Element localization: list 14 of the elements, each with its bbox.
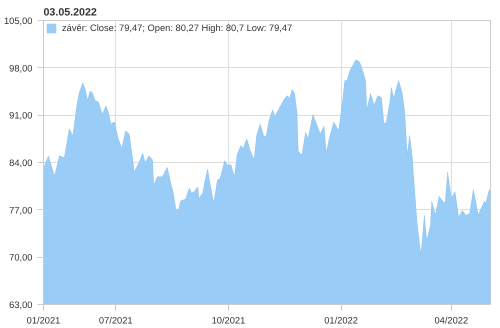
x-tick-label: 04/2022: [434, 316, 468, 326]
y-tick-label: 98,00: [9, 63, 32, 74]
x-tick-label: 01/2022: [324, 316, 358, 326]
y-tick-label: 70,00: [9, 252, 32, 263]
y-tick-label: 105,00: [4, 16, 32, 26]
x-tick-label: 07/2021: [98, 316, 133, 326]
x-tick-label: 10/2021: [212, 316, 246, 326]
chart-title: 03.05.2022: [44, 6, 97, 18]
y-tick-label: 77,00: [9, 205, 32, 216]
y-tick-label: 63,00: [9, 300, 32, 310]
legend-label: závěr: Close: 79,47; Open: 80,27 High: 80,7 Low: 79,47: [62, 23, 292, 33]
y-tick-label: 84,00: [9, 158, 32, 168]
y-tick-label: 91,00: [9, 110, 32, 121]
x-tick-label: 01/2021: [26, 316, 60, 326]
